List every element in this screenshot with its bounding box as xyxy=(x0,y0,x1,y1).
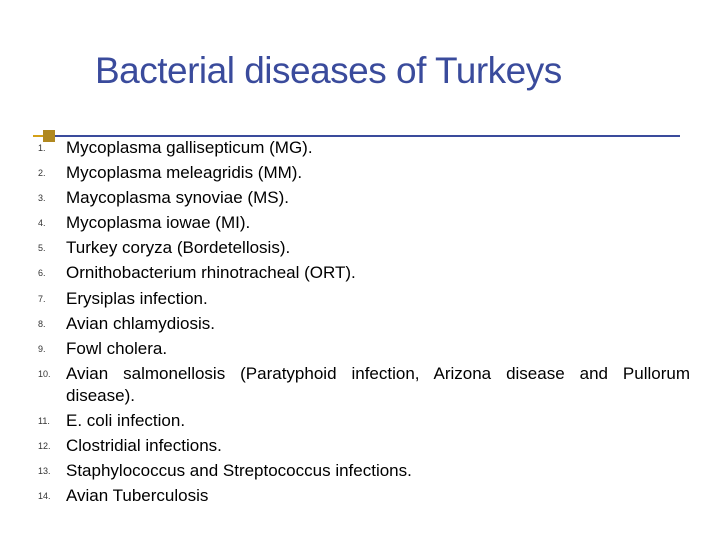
accent-square xyxy=(43,130,55,142)
list-item: 5. Turkey coryza (Bordetellosis). xyxy=(38,237,690,259)
list-item: 9. Fowl cholera. xyxy=(38,338,690,360)
list-number: 9. xyxy=(38,338,66,356)
list-number: 11. xyxy=(38,410,66,428)
list-item: 11. E. coli infection. xyxy=(38,410,690,432)
list-item: 4. Mycoplasma iowae (MI). xyxy=(38,212,690,234)
list-text: Clostridial infections. xyxy=(66,435,690,457)
list-text: Mycoplasma gallisepticum (MG). xyxy=(66,137,690,159)
list-text: Mycoplasma iowae (MI). xyxy=(66,212,690,234)
title-area: Bacterial diseases of Turkeys xyxy=(0,0,720,102)
list-text: Ornithobacterium rhinotracheal (ORT). xyxy=(66,262,690,284)
list-number: 8. xyxy=(38,313,66,331)
list-item: 1. Mycoplasma gallisepticum (MG). xyxy=(38,137,690,159)
list-number: 7. xyxy=(38,288,66,306)
list-item: 12. Clostridial infections. xyxy=(38,435,690,457)
list-number: 13. xyxy=(38,460,66,478)
list-text: Mycoplasma meleagridis (MM). xyxy=(66,162,690,184)
slide-title: Bacterial diseases of Turkeys xyxy=(95,50,690,92)
list-number: 3. xyxy=(38,187,66,205)
list-item: 6. Ornithobacterium rhinotracheal (ORT). xyxy=(38,262,690,284)
content-area: 1. Mycoplasma gallisepticum (MG). 2. Myc… xyxy=(0,102,720,507)
list-text: Erysiplas infection. xyxy=(66,288,690,310)
list-item: 3. Maycoplasma synoviae (MS). xyxy=(38,187,690,209)
list-text: Fowl cholera. xyxy=(66,338,690,360)
list-text: E. coli infection. xyxy=(66,410,690,432)
list-text: Avian chlamydiosis. xyxy=(66,313,690,335)
list-number: 12. xyxy=(38,435,66,453)
list-text: Staphylococcus and Streptococcus infecti… xyxy=(66,460,690,482)
list-item: 14. Avian Tuberculosis xyxy=(38,485,690,507)
list-number: 4. xyxy=(38,212,66,230)
list-item: 2. Mycoplasma meleagridis (MM). xyxy=(38,162,690,184)
list-text: Turkey coryza (Bordetellosis). xyxy=(66,237,690,259)
list-text: Avian salmonellosis (Paratyphoid infecti… xyxy=(66,363,690,407)
accent-line xyxy=(33,135,43,137)
list-number: 2. xyxy=(38,162,66,180)
list-item: 13. Staphylococcus and Streptococcus inf… xyxy=(38,460,690,482)
list-number: 14. xyxy=(38,485,66,503)
slide-container: Bacterial diseases of Turkeys 1. Mycopla… xyxy=(0,0,720,540)
list-item: 8. Avian chlamydiosis. xyxy=(38,313,690,335)
list-item: 10. Avian salmonellosis (Paratyphoid inf… xyxy=(38,363,690,407)
list-number: 10. xyxy=(38,363,66,381)
title-underline xyxy=(55,135,680,137)
list-text: Avian Tuberculosis xyxy=(66,485,690,507)
list-text: Maycoplasma synoviae (MS). xyxy=(66,187,690,209)
list-number: 6. xyxy=(38,262,66,280)
list-number: 5. xyxy=(38,237,66,255)
list-item: 7. Erysiplas infection. xyxy=(38,288,690,310)
